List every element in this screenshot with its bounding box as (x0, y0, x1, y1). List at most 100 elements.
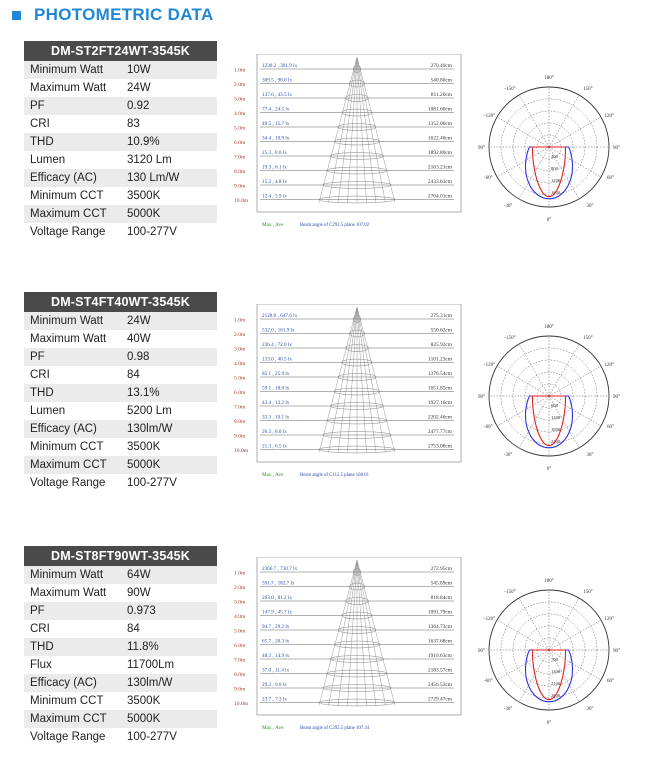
illuminance-value: 59.1 , 18.0 lx (262, 386, 290, 392)
spec-value: 100-277V (127, 731, 177, 743)
spec-row: Minimum CCT 3500K (24, 438, 217, 456)
polar-spoke (548, 365, 602, 397)
spec-row: Maximum Watt 90W (24, 584, 217, 602)
illuminance-value: 12.4 , 3.9 lx (262, 194, 287, 200)
cone-ray (328, 559, 358, 706)
spec-value: 10.9% (127, 136, 160, 148)
distance-label: 6.0m (234, 140, 246, 146)
diameter-value: 540.80cm (431, 78, 453, 84)
distribution-curve-c0 (531, 649, 567, 701)
cone-footer-legend: Max , Ave (262, 222, 284, 228)
spec-label: PF (30, 605, 45, 617)
spec-value: 24W (127, 315, 151, 327)
polar-spoke (496, 395, 550, 427)
illuminance-value: 2128.0 , 647.6 lx (262, 313, 298, 319)
illuminance-value: 48.3 , 14.9 lx (262, 653, 290, 659)
distribution-curve-c90 (524, 395, 574, 449)
page-heading: PHOTOMETRIC DATA (12, 4, 214, 26)
polar-spoke (548, 597, 580, 651)
spec-label: Voltage Range (30, 731, 106, 743)
distance-label: 4.0m (234, 614, 246, 620)
distance-label: 9.0m (234, 687, 246, 693)
angle-label: 30° (587, 453, 594, 458)
spec-value: 84 (127, 623, 140, 635)
illuminance-value: 49.5 , 15.7 lx (262, 121, 290, 127)
angle-label: -150° (504, 590, 515, 595)
diameter-value: 275.31cm (431, 313, 453, 319)
spec-label: CRI (30, 623, 50, 635)
spec-label: Maximum Watt (30, 587, 107, 599)
diameter-value: 545.89cm (431, 581, 453, 587)
spec-value: 64W (127, 569, 151, 581)
cone-ray (318, 56, 358, 203)
spec-label: Minimum CCT (30, 190, 104, 202)
diameter-value: 1637.68cm (428, 639, 453, 645)
spec-value: 3500K (127, 190, 161, 202)
diameter-value: 2202.46cm (428, 415, 453, 421)
spec-label: Maximum CCT (30, 459, 107, 471)
diameter-value: 1101.23cm (428, 357, 453, 363)
illuminance-value: 26.3 , 8.0 lx (262, 429, 287, 435)
spec-row: THD 10.9% (24, 133, 217, 151)
angle-label: 90° (613, 649, 620, 654)
illuminance-value: 37.0 , 11.4 lx (262, 668, 290, 674)
cone-ray (318, 306, 358, 453)
angle-label: 90° (478, 146, 485, 151)
spec-label: Maximum Watt (30, 82, 107, 94)
ring-value-label: 1800 (551, 427, 561, 432)
illuminance-value: 133.0 , 40.5 lx (262, 357, 292, 363)
cone-ray (356, 56, 367, 203)
model-title: DM-ST2FT24WT-3545K (24, 41, 217, 61)
distribution-curve-c90 (524, 146, 574, 200)
spec-row: Voltage Range 100-277V (24, 728, 217, 746)
angle-label: 180° (544, 325, 554, 330)
distance-label: 6.0m (234, 643, 246, 649)
diameter-value: 2477.77cm (428, 429, 453, 435)
distance-label: 8.0m (234, 169, 246, 175)
spec-row: THD 11.8% (24, 638, 217, 656)
spec-value: 40W (127, 333, 151, 345)
angle-label: 120° (605, 617, 615, 622)
illuminance-value: 21.3 , 6.5 lx (262, 444, 287, 450)
cone-ray (356, 559, 386, 706)
spec-label: Maximum Watt (30, 333, 107, 345)
spec-label: Minimum Watt (30, 64, 104, 76)
spec-label: PF (30, 351, 45, 363)
ring-value-label: 2100 (551, 681, 561, 686)
illuminance-value: 532.0 , 161.9 lx (262, 328, 295, 334)
spec-table: DM-ST2FT24WT-3545K Minimum Watt 10W Maxim… (24, 41, 217, 241)
illuminance-cone-diagram: 1.0m 1230.2 , 391.9 lx 270.40cm 2.0m 309.5 ,… (232, 53, 462, 232)
cone-ray (356, 306, 386, 453)
ring-value-label: 600 (551, 403, 559, 408)
spec-row: Maximum Watt 40W (24, 330, 217, 348)
polar-spoke (548, 649, 580, 703)
diameter-value: 1892.80cm (428, 150, 453, 156)
diameter-value: 1364.73cm (428, 624, 453, 630)
distance-label: 6.0m (234, 390, 246, 396)
polar-spoke (548, 395, 580, 449)
polar-spoke (496, 146, 550, 178)
illuminance-value: 77.4 , 24.5 lx (262, 107, 290, 113)
illuminance-value: 137.6 , 43.5 lx (262, 92, 292, 98)
spec-label: Minimum CCT (30, 695, 104, 707)
spec-row: Flux 11700Lm (24, 656, 217, 674)
spec-row: Voltage Range 100-277V (24, 223, 217, 241)
angle-label: -30° (504, 204, 513, 209)
diameter-value: 272.95cm (431, 566, 453, 572)
illuminance-value: 34.4 , 10.9 lx (262, 136, 290, 142)
distribution-curve-c90 (524, 649, 574, 703)
polar-light-distribution: 180° 0° 90° 90° -150° 150° -120° 120° -60° 60° -30… (474, 576, 624, 726)
cone-ray (356, 306, 396, 453)
illuminance-value: 25.3 , 8.0 lx (262, 150, 287, 156)
polar-spoke (548, 94, 580, 148)
diameter-value: 818.84cm (431, 595, 453, 601)
diameter-value: 2456.52cm (428, 682, 453, 688)
diameter-value: 1651.85cm (428, 386, 453, 392)
angle-label: 60° (607, 679, 614, 684)
illuminance-value: 1230.2 , 391.9 lx (262, 63, 298, 69)
spec-row: Lumen 5200 Lm (24, 402, 217, 420)
angle-label: 90° (613, 146, 620, 151)
diameter-value: 811.20cm (431, 92, 453, 98)
spec-value: 90W (127, 587, 151, 599)
diameter-value: 2729.47cm (428, 697, 453, 703)
